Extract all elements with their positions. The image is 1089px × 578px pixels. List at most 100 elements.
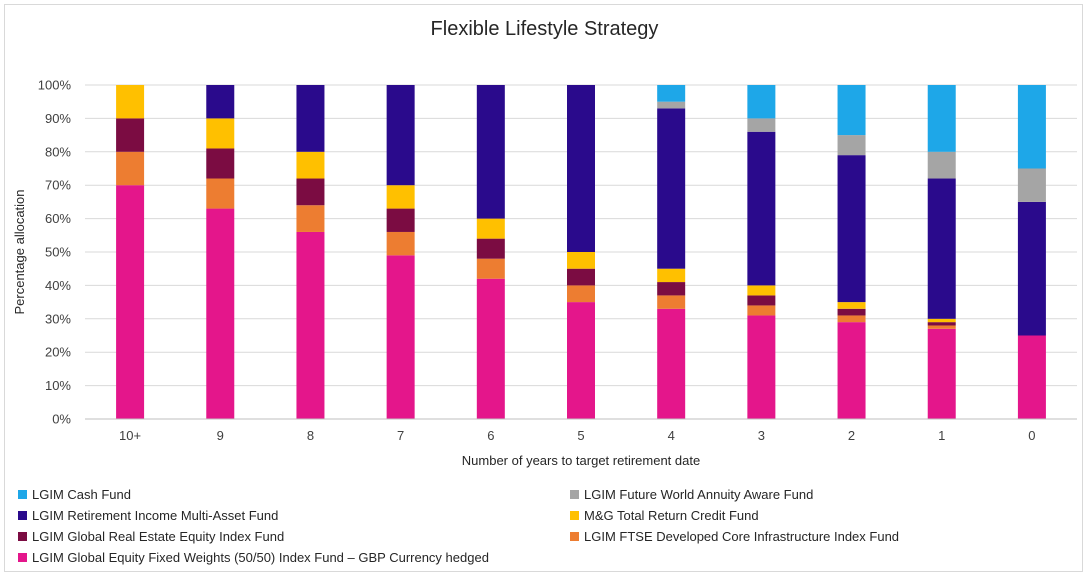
bar-segment — [657, 282, 686, 296]
bar-segment — [296, 85, 325, 152]
bar-segment — [747, 118, 776, 132]
x-tick-label: 0 — [1028, 428, 1035, 443]
bar-segment — [1017, 201, 1046, 336]
bar-segment — [567, 302, 595, 419]
y-tick-label: 60% — [45, 211, 71, 226]
x-tick-label: 9 — [217, 428, 224, 443]
legend-label: LGIM Cash Fund — [32, 487, 131, 502]
bar-segment — [657, 85, 686, 102]
bar-segment — [296, 231, 325, 419]
bar-segment — [927, 151, 956, 179]
bar-segment — [837, 135, 866, 156]
bar-segment — [116, 185, 145, 419]
bar-segment — [386, 185, 415, 209]
legend-swatch — [570, 490, 579, 499]
bar-segment — [747, 315, 776, 419]
chart-title: Flexible Lifestyle Strategy — [430, 18, 659, 40]
y-tick-label: 90% — [45, 111, 71, 126]
bar-segment — [837, 315, 866, 323]
bar-segment — [386, 85, 415, 186]
x-tick-label: 6 — [487, 428, 494, 443]
bar-segment — [1017, 335, 1046, 419]
bar-segment — [1017, 85, 1046, 169]
bar-segment — [116, 151, 145, 186]
legend-item: LGIM Retirement Income Multi-Asset Fund — [18, 508, 278, 523]
x-tick-label: 1 — [938, 428, 945, 443]
y-axis-ticks: 0% 10% 20% 30% 40% 50% 60% 70% 80% 90% 100% — [38, 78, 72, 427]
legend-label: LGIM Future World Annuity Aware Fund — [584, 487, 814, 502]
legend: LGIM Cash Fund LGIM Future World Annuity … — [18, 487, 1078, 571]
bar-segment — [927, 85, 956, 152]
y-tick-label: 30% — [45, 311, 71, 326]
bar-segment — [116, 118, 145, 152]
bar-segment — [296, 205, 325, 232]
bar-segment — [206, 178, 235, 209]
legend-item: LGIM Global Real Estate Equity Index Fun… — [18, 529, 284, 544]
bar-segment — [1017, 168, 1046, 202]
bars — [116, 85, 1046, 419]
bar-segment — [567, 252, 595, 269]
bar-segment — [386, 231, 415, 256]
legend-swatch — [570, 532, 579, 541]
bar-segment — [386, 208, 415, 232]
legend-label: LGIM Global Real Estate Equity Index Fun… — [32, 529, 285, 544]
x-tick-label: 7 — [397, 428, 404, 443]
legend-item: LGIM Global Equity Fixed Weights (50/50)… — [18, 550, 489, 565]
bar-segment — [567, 268, 595, 286]
bar-segment — [837, 85, 866, 136]
bar-segment — [386, 255, 415, 419]
bar-segment — [657, 108, 686, 269]
legend-swatch — [18, 490, 27, 499]
legend-label: M&G Total Return Credit Fund — [584, 508, 759, 523]
bar-segment — [747, 85, 776, 119]
stacked-bar-chart: 0% 10% 20% 30% 40% 50% 60% 70% 80% 90% 100% 10+ 9 8 7… — [12, 78, 1077, 468]
bar-segment — [206, 85, 235, 119]
y-tick-label: 0% — [52, 412, 71, 427]
y-tick-label: 80% — [45, 144, 71, 159]
y-tick-label: 40% — [45, 278, 71, 293]
x-tick-label: 10+ — [119, 428, 141, 443]
legend-item: M&G Total Return Credit Fund — [570, 508, 759, 523]
y-axis-title: Percentage allocation — [12, 189, 27, 314]
legend-item: LGIM Future World Annuity Aware Fund — [570, 487, 813, 502]
bar-segment — [206, 118, 235, 149]
bar-segment — [567, 85, 595, 252]
y-tick-label: 10% — [45, 378, 71, 393]
legend-label: LGIM FTSE Developed Core Infrastructure … — [584, 529, 900, 544]
x-tick-label: 3 — [758, 428, 765, 443]
bar-segment — [837, 322, 866, 419]
bar-segment — [657, 101, 686, 109]
bar-segment — [657, 268, 686, 283]
x-tick-label: 2 — [848, 428, 855, 443]
bar-segment — [747, 131, 776, 286]
y-tick-label: 50% — [45, 245, 71, 260]
bar-segment — [567, 285, 595, 303]
bar-segment — [927, 178, 956, 319]
legend-swatch — [570, 511, 579, 520]
legend-label: LGIM Retirement Income Multi-Asset Fund — [32, 508, 279, 523]
bar-segment — [206, 208, 235, 419]
bar-segment — [927, 325, 956, 329]
x-tick-label: 4 — [668, 428, 675, 443]
legend-item: LGIM FTSE Developed Core Infrastructure … — [570, 529, 899, 544]
bar-segment — [296, 178, 325, 206]
y-tick-label: 100% — [38, 78, 72, 93]
legend-swatch — [18, 511, 27, 520]
bar-segment — [747, 295, 776, 306]
x-tick-label: 8 — [307, 428, 314, 443]
bar-segment — [476, 238, 505, 259]
x-tick-label: 5 — [577, 428, 584, 443]
bar-segment — [476, 278, 505, 419]
bar-segment — [657, 308, 686, 419]
x-axis-ticks: 10+ 9 8 7 6 5 4 3 2 1 0 — [119, 428, 1035, 443]
bar-segment — [747, 285, 776, 296]
bar-segment — [476, 258, 505, 279]
chart-frame — [4, 4, 1083, 572]
legend-swatch — [18, 553, 27, 562]
bar-segment — [476, 218, 505, 239]
x-axis-title: Number of years to target retirement dat… — [462, 453, 700, 468]
bar-segment — [296, 151, 325, 179]
bar-segment — [116, 85, 145, 119]
bar-segment — [837, 155, 866, 303]
y-tick-label: 70% — [45, 178, 71, 193]
